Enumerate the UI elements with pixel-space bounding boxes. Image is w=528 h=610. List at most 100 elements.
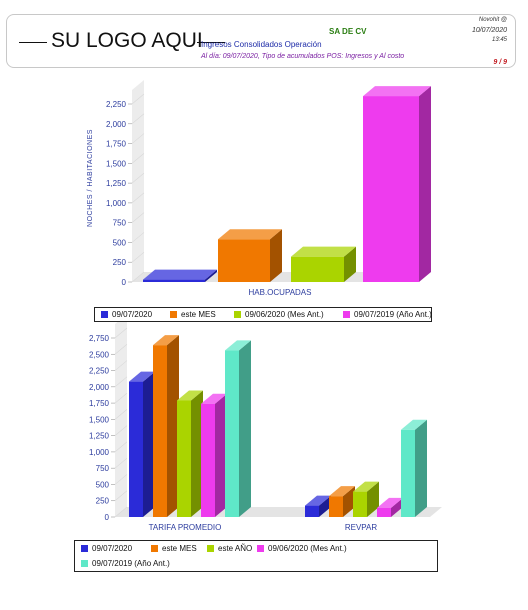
chart1-gridline xyxy=(131,172,145,184)
chart2-gridline xyxy=(114,376,128,388)
report-time: 13:45 xyxy=(491,37,507,43)
chart2-category-label: TARIFA PROMEDIO xyxy=(149,523,222,532)
chart1-bar-hab-ocupadas-3 xyxy=(291,246,356,282)
legend-item: 09/06/2020 (Mes Ant.) xyxy=(234,310,324,320)
chart2-gridline xyxy=(114,457,128,469)
chart2-legend: 09/07/2020 este MES este AÑO 09/06/2020 (Me… xyxy=(74,540,438,572)
chart2-gridline xyxy=(114,392,128,404)
chart2-tick-label: 2,000 xyxy=(89,383,110,392)
legend-label: este MES xyxy=(181,310,216,319)
chart2-gridline xyxy=(114,409,128,420)
chart1-side-wall xyxy=(132,80,144,282)
chart2-gridline xyxy=(114,490,128,501)
legend-label: 09/07/2019 (Año Ant.) xyxy=(92,559,170,568)
legend-item: 09/06/2020 (Mes Ant.) xyxy=(257,544,347,554)
chart2-gridline xyxy=(114,441,128,453)
chart1-category-label: HAB.OCUPADAS xyxy=(249,288,312,297)
chart2-gridline xyxy=(114,506,128,518)
chart2-bar-revpar-1 xyxy=(305,495,331,517)
chart2-tick-label: 2,500 xyxy=(89,350,110,359)
chart1-bar-hab-ocupadas-4 xyxy=(363,86,431,282)
logo-placeholder: SU LOGO AQUI xyxy=(19,29,225,55)
chart1-tick-label: 0 xyxy=(122,278,127,287)
chart2-gridline xyxy=(114,327,128,339)
legend-label: 09/06/2020 (Mes Ant.) xyxy=(245,310,324,319)
chart2-bar-revpar-3 xyxy=(353,481,379,517)
chart2-tick-label: 500 xyxy=(96,480,110,489)
legend-swatch xyxy=(151,545,158,553)
chart1-gridline xyxy=(131,93,145,105)
chart2-tick-label: 2,250 xyxy=(89,367,110,376)
legend-label: este AÑO xyxy=(218,544,253,553)
chart2-tick-label: 2,750 xyxy=(89,334,110,343)
chart1-tick-label: 1,750 xyxy=(106,140,127,149)
chart2-tick-label: 1,750 xyxy=(89,399,110,408)
page-number: 9 / 9 xyxy=(493,59,507,66)
chart2-bar-tarifa-promedio-2 xyxy=(153,335,179,517)
legend-label: 09/07/2020 xyxy=(112,310,153,319)
legend-swatch xyxy=(343,311,350,319)
legend-swatch xyxy=(170,311,177,319)
chart1-back-wall xyxy=(144,80,430,272)
chart1-gridline xyxy=(131,113,145,125)
legend-item: este MES xyxy=(151,544,197,554)
legend-item: este AÑO xyxy=(207,544,252,554)
chart2-gridline xyxy=(114,344,128,355)
legend-swatch xyxy=(81,545,88,553)
report-title: Ingresos Consolidados Operación xyxy=(201,40,322,49)
logo-text: SU LOGO AQUI xyxy=(51,29,203,52)
chart2-bar-tarifa-promedio-1 xyxy=(129,371,155,517)
chart1-tick-label: 1,500 xyxy=(106,159,127,168)
report-header: SU LOGO AQUI SA DE CV Ingresos Consolida… xyxy=(6,14,516,68)
chart1-gridline xyxy=(131,153,145,164)
report-date: 10/07/2020 xyxy=(471,27,507,34)
chart1-tick-label: 2,000 xyxy=(106,120,127,129)
legend-label: 09/07/2019 (Año Ant.) xyxy=(354,310,432,319)
chart2-bar-revpar-2 xyxy=(329,486,355,517)
chart1-gridline xyxy=(131,271,145,283)
legend-item: 09/07/2019 (Año Ant.) xyxy=(343,310,432,320)
legend-swatch xyxy=(257,545,264,553)
legend-swatch xyxy=(81,560,88,568)
chart1-tick-label: 250 xyxy=(113,258,127,267)
chart2-tick-label: 0 xyxy=(105,513,110,522)
legend-item: este MES xyxy=(170,310,216,320)
chart2-bar-tarifa-promedio-4 xyxy=(201,393,227,517)
legend-item: 09/07/2020 xyxy=(101,310,152,320)
chart2-bar-tarifa-promedio-3 xyxy=(177,390,203,517)
company-name: SA DE CV xyxy=(329,27,367,36)
chart2-tick-label: 750 xyxy=(96,464,110,473)
app-name: Novohit @ xyxy=(478,17,507,23)
chart2-gridline xyxy=(114,425,128,436)
chart1-tick-label: 1,000 xyxy=(106,199,127,208)
chart2-category-label: REVPAR xyxy=(345,523,378,532)
chart1-gridline xyxy=(131,251,145,263)
chart1-tick-label: 750 xyxy=(113,219,127,228)
chart2-side-wall xyxy=(115,314,127,517)
legend-label: 09/07/2020 xyxy=(92,544,133,553)
legend-label: este MES xyxy=(162,544,197,553)
legend-item: 09/07/2020 xyxy=(81,544,132,554)
legend-swatch xyxy=(207,545,214,553)
legend-label: 09/06/2020 (Mes Ant.) xyxy=(268,544,347,553)
chart1-tick-label: 1,250 xyxy=(106,179,127,188)
chart1-gridline xyxy=(131,133,145,144)
report-subtitle: Al día: 09/07/2020, Tipo de acumulados P… xyxy=(201,53,405,60)
legend-swatch xyxy=(234,311,241,319)
chart1-bar-hab-ocupadas-2 xyxy=(218,229,282,282)
legend-swatch xyxy=(101,311,108,319)
chart2-tick-label: 250 xyxy=(96,497,110,506)
chart1-tick-label: 500 xyxy=(113,238,127,247)
chart2-bar-revpar-5 xyxy=(401,419,427,517)
chart1-gridline xyxy=(131,212,145,223)
chart2-tick-label: 1,000 xyxy=(89,448,110,457)
chart2-bar-revpar-4 xyxy=(377,497,403,517)
chart1-gridline xyxy=(131,232,145,243)
chart1-legend: 09/07/2020 este MES 09/06/2020 (Mes Ant.) 0… xyxy=(94,307,432,322)
chart2-gridline xyxy=(114,360,128,371)
chart2-tick-label: 1,250 xyxy=(89,432,110,441)
chart1-gridline xyxy=(131,192,145,204)
chart1-bar-hab-ocupadas-1 xyxy=(143,269,217,282)
chart2-gridline xyxy=(114,474,128,485)
